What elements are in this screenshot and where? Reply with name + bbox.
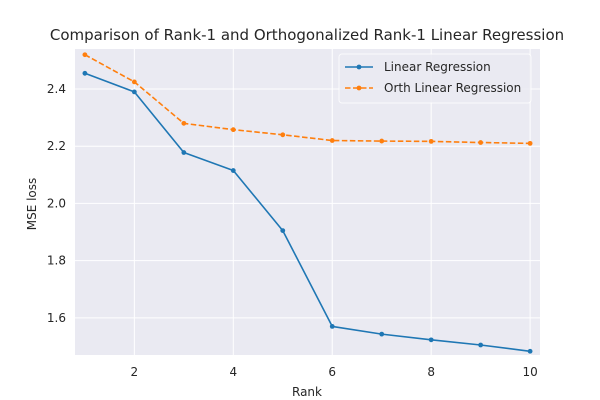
y-tick-label: 1.6 [47,311,66,325]
legend-marker-orth-linear-regression [356,85,362,91]
data-point [131,89,137,95]
tick-labels: 2 4 6 8 10 1.6 1.8 2.0 2.2 2.4 [47,82,538,379]
data-point [230,127,236,133]
x-tick-label: 2 [131,365,139,379]
series-line [84,54,531,145]
y-tick-label: 2.2 [47,139,66,153]
data-point [527,140,533,146]
data-point [379,138,385,144]
legend: Linear Regression Orth Linear Regression [338,53,532,104]
series-linear-regression [82,70,533,354]
legend-label-orth-linear-regression: Orth Linear Regression [384,81,521,95]
data-point [131,79,137,85]
x-tick-label: 8 [427,365,435,379]
x-tick-label: 6 [328,365,336,379]
data-point [478,140,484,145]
y-tick-label: 2.0 [47,196,66,210]
y-tick-label: 1.8 [47,254,66,268]
data-point [280,228,286,233]
y-axis-label: MSE loss [25,178,39,231]
data-point [82,52,88,58]
x-tick-label: 4 [229,365,237,379]
series-orth-linear-regression [82,52,533,146]
data-point [181,120,187,126]
data-point [181,150,187,155]
data-point [82,70,88,76]
x-axis-label: Rank [292,385,322,399]
data-point [478,342,484,348]
y-tick-label: 2.4 [47,82,66,96]
legend-marker-linear-regression [356,64,362,70]
data-point [428,138,434,144]
data-point [428,337,434,343]
data-point [280,132,286,138]
series-layer [82,52,533,354]
series-line [84,72,531,353]
data-point [527,348,533,354]
data-point [379,331,385,337]
data-point [329,324,335,329]
data-point [329,138,335,143]
legend-box [338,53,532,104]
x-tick-label: 10 [522,365,537,379]
legend-label-linear-regression: Linear Regression [384,60,491,74]
chart-title: Comparison of Rank-1 and Orthogonalized … [50,26,564,44]
data-point [230,168,236,173]
